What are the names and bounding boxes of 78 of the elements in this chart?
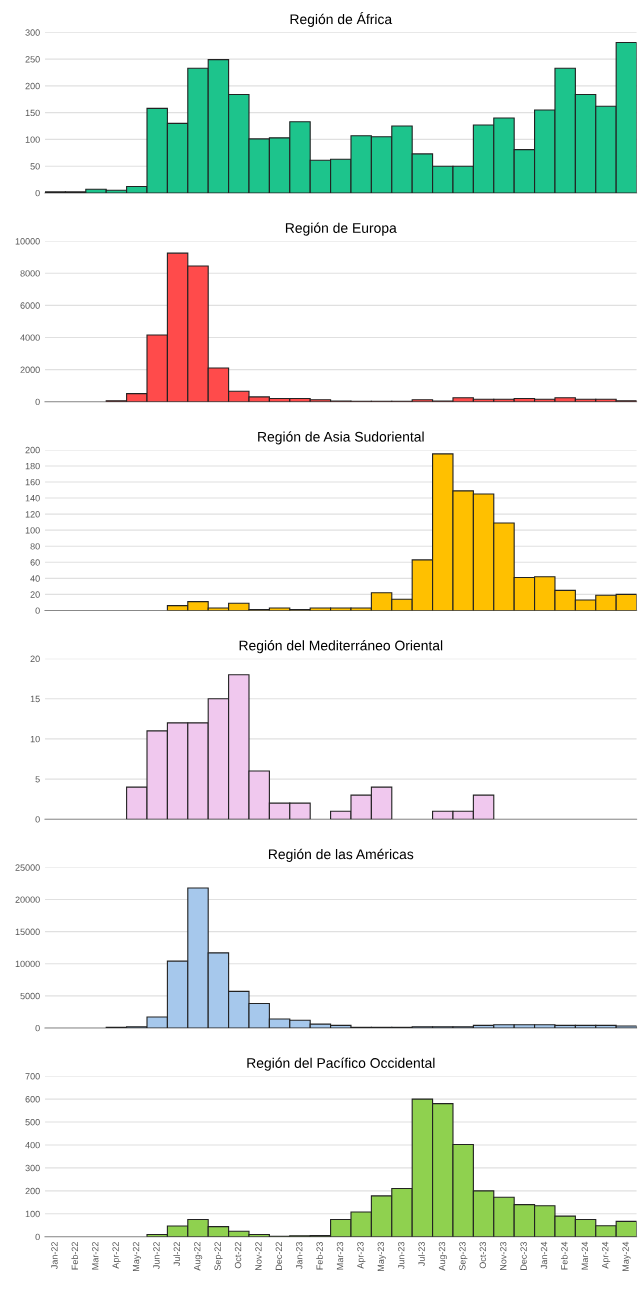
x-tick-label: May-23 <box>377 1241 386 1271</box>
y-tick-label: 0 <box>35 189 40 197</box>
x-tick-label: Aug-23 <box>438 1241 447 1271</box>
y-tick-label: 300 <box>25 29 40 36</box>
x-tick-label: May-22 <box>132 1242 142 1271</box>
y-tick-label: 180 <box>25 462 40 470</box>
y-tick-label: 8000 <box>20 270 40 277</box>
y-tick-label: 40 <box>30 575 40 582</box>
y-tick-label: 0 <box>35 816 40 823</box>
x-tick-label: Jan-23 <box>296 1241 303 1270</box>
chart-title: Región de África <box>290 12 393 27</box>
chart-title: Región de Asia Sudoriental <box>258 431 424 445</box>
y-tick-label: 500 <box>25 1118 40 1126</box>
y-tick-label: 10 <box>30 735 40 743</box>
x-tick-label: Mar-23 <box>336 1241 344 1270</box>
x-tick-label: Mar-24 <box>581 1241 588 1270</box>
x-tick-label: Sep-23 <box>459 1241 468 1271</box>
x-tick-label: May-24 <box>622 1241 631 1271</box>
x-tick-label: Nov-22 <box>255 1242 262 1270</box>
y-tick-label: 150 <box>25 109 40 117</box>
y-tick-label: 200 <box>25 1187 40 1195</box>
x-tick-label: Feb-22 <box>71 1242 79 1270</box>
x-tick-label: Jul-22 <box>173 1242 181 1267</box>
y-tick-label: 6000 <box>20 302 40 309</box>
chart-title: Región del Pacífico Occidental <box>247 1057 435 1071</box>
y-tick-label: 2000 <box>20 366 40 373</box>
x-tick-label: Oct-22 <box>234 1242 242 1269</box>
y-tick-label: 15 <box>30 695 40 703</box>
y-tick-label: 5 <box>35 776 40 783</box>
x-tick-label: Feb-23 <box>316 1241 323 1270</box>
x-tick-label: Jun-23 <box>398 1241 405 1270</box>
y-tick-label: 0 <box>35 1233 40 1241</box>
y-tick-label: 300 <box>25 1164 40 1172</box>
x-tick-label: Jun-22 <box>153 1242 160 1270</box>
x-tick-label: Apr-22 <box>112 1242 121 1269</box>
x-tick-label: Dec-23 <box>520 1241 527 1270</box>
y-tick-label: 400 <box>25 1141 40 1149</box>
y-tick-label: 80 <box>30 543 40 550</box>
y-tick-label: 250 <box>25 56 40 63</box>
y-tick-label: 4000 <box>20 334 40 341</box>
chart-title: Región de Europa <box>285 222 397 236</box>
y-tick-label: 0 <box>35 1024 40 1032</box>
x-tick-label: Nov-23 <box>500 1241 507 1270</box>
y-tick-label: 15000 <box>15 928 40 935</box>
x-tick-label: Aug-22 <box>194 1242 203 1271</box>
x-tick-label: Feb-24 <box>560 1241 568 1270</box>
y-tick-label: 5000 <box>20 992 40 1000</box>
y-tick-label: 600 <box>25 1096 40 1103</box>
y-tick-label: 200 <box>25 446 40 454</box>
x-tick-label: Sep-22 <box>214 1242 223 1271</box>
y-tick-label: 10000 <box>15 960 40 968</box>
x-tick-label: Dec-22 <box>275 1242 283 1270</box>
x-tick-label: Jul-23 <box>418 1241 425 1267</box>
x-tick-label: Jan-22 <box>51 1242 58 1270</box>
y-tick-label: 0 <box>35 607 40 614</box>
y-tick-label: 20 <box>30 591 40 598</box>
x-tick-label: Mar-22 <box>92 1242 99 1270</box>
x-tick-label: Apr-24 <box>602 1241 611 1269</box>
x-tick-label: Jan-24 <box>540 1241 548 1270</box>
x-tick-label: Apr-23 <box>357 1241 366 1269</box>
y-tick-label: 100 <box>25 1210 40 1218</box>
y-tick-label: 700 <box>25 1073 40 1080</box>
chart-title: Región de las Américas <box>268 848 414 862</box>
y-tick-label: 10000 <box>15 238 40 245</box>
y-tick-label: 160 <box>25 478 40 486</box>
y-tick-label: 60 <box>30 559 40 566</box>
y-tick-label: 50 <box>30 163 40 170</box>
y-tick-label: 25000 <box>15 864 40 871</box>
y-tick-label: 120 <box>25 511 40 518</box>
y-tick-label: 20 <box>30 655 40 662</box>
y-tick-label: 100 <box>25 136 40 143</box>
y-tick-label: 0 <box>35 398 40 406</box>
y-tick-label: 200 <box>25 82 40 90</box>
x-tick-label: Oct-23 <box>479 1241 486 1269</box>
y-tick-label: 140 <box>25 495 40 502</box>
y-tick-label: 100 <box>25 527 40 534</box>
chart-title: Región del Mediterráneo Oriental <box>239 640 443 654</box>
y-tick-label: 20000 <box>15 896 40 903</box>
